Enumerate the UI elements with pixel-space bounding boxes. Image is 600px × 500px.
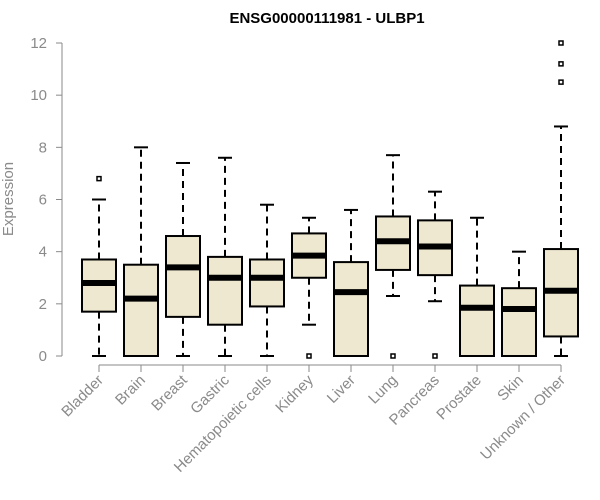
outlier-point <box>558 61 564 67</box>
y-tick-label: 0 <box>39 348 47 365</box>
box-group <box>501 250 537 357</box>
outlier-point <box>558 79 564 85</box>
box-series <box>81 40 579 359</box>
box-group <box>207 156 243 357</box>
box <box>207 255 243 326</box>
outlier-point <box>306 353 312 359</box>
chart-title: ENSG00000111981 - ULBP1 <box>229 10 424 27</box>
y-tick-label: 6 <box>39 192 47 209</box>
y-tick-label: 8 <box>39 139 47 156</box>
box-group <box>81 175 117 357</box>
x-tick-label: Bladder <box>58 372 107 421</box>
box <box>165 235 201 318</box>
box-group <box>543 40 579 357</box>
box-group <box>417 190 453 359</box>
box-group <box>333 208 369 358</box>
y-axis: 0 2 4 6 8 10 12 <box>30 35 63 365</box>
x-tick-label: Skin <box>494 372 527 405</box>
x-tick-label: Kidney <box>272 371 317 416</box>
y-tick-label: 12 <box>30 35 47 52</box>
outlier-point <box>390 353 396 359</box>
outlier-point <box>432 353 438 359</box>
x-tick-label: Prostate <box>433 372 485 424</box>
box <box>459 284 495 358</box>
y-axis-label: Expression <box>0 162 17 236</box>
outlier-point <box>96 175 102 182</box>
y-tick-label: 4 <box>39 244 47 261</box>
box-group <box>249 203 285 357</box>
box <box>333 261 369 358</box>
box-group <box>165 161 201 357</box>
x-tick-label: Brain <box>112 372 149 409</box>
box-group <box>459 216 495 358</box>
y-tick-label: 2 <box>39 296 47 313</box>
box-group <box>291 216 327 359</box>
x-tick-label: Lung <box>365 372 401 408</box>
box <box>123 263 159 358</box>
box-group <box>375 154 411 359</box>
box <box>249 258 285 308</box>
x-tick-label: Liver <box>324 372 359 407</box>
box-group <box>123 146 159 358</box>
box <box>501 287 537 357</box>
x-tick-label: Breast <box>148 371 191 414</box>
y-tick-label: 10 <box>30 87 47 104</box>
outlier-point <box>558 40 564 46</box>
